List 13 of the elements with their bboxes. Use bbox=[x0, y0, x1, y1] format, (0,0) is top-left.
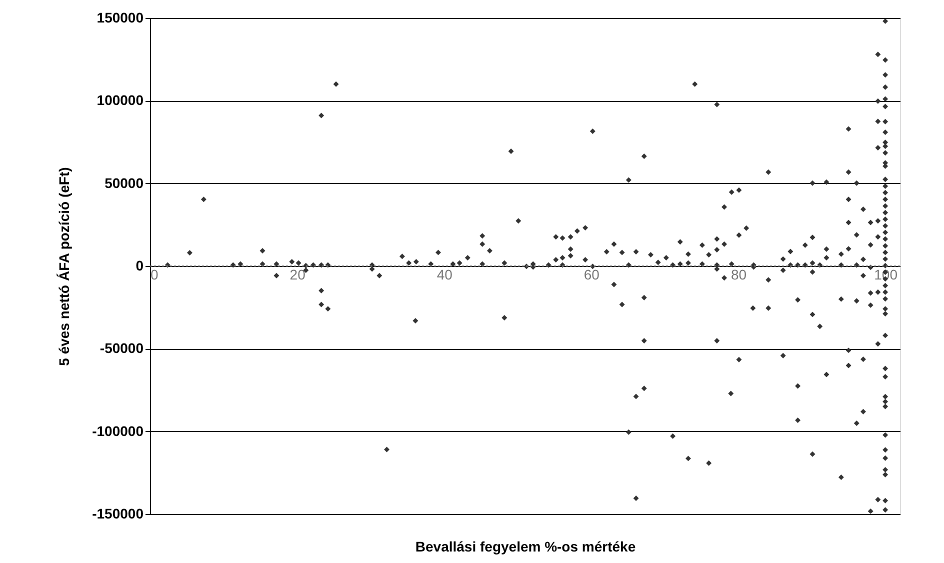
x-tick-label: 60 bbox=[584, 266, 600, 282]
y-axis-title: 5 éves nettó ÁFA pozíció (eFt) bbox=[56, 167, 72, 366]
x-axis-title: Bevallási fegyelem %-os mértéke bbox=[415, 538, 636, 554]
x-tick-label: 20 bbox=[290, 266, 306, 282]
y-tick-label: 50000 bbox=[104, 174, 144, 191]
y-tick-label: 150000 bbox=[96, 10, 144, 26]
y-tick-label: -50000 bbox=[100, 340, 144, 356]
x-tick-label: 40 bbox=[436, 266, 453, 282]
y-tick-label: -100000 bbox=[92, 422, 144, 439]
x-tick-label: 0 bbox=[150, 266, 158, 282]
y-tick-label: 100000 bbox=[96, 92, 144, 108]
y-tick-label: -150000 bbox=[92, 506, 144, 522]
x-tick-label: 80 bbox=[730, 266, 747, 282]
